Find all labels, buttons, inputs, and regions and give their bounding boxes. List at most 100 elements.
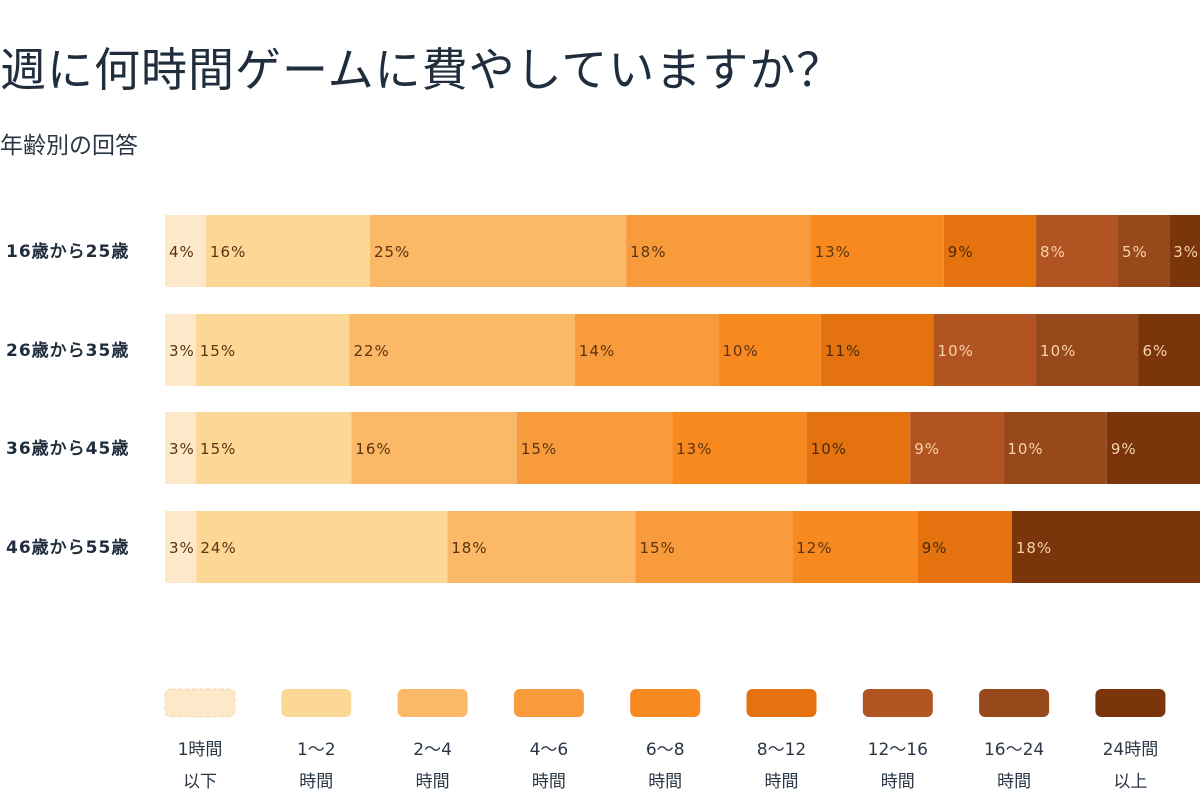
bar-segment — [165, 511, 197, 583]
data-label: 12% — [796, 539, 832, 557]
data-label: 9% — [922, 539, 948, 557]
bar-segment — [1011, 511, 1200, 583]
legend-swatch — [746, 689, 817, 717]
bar-segment — [806, 412, 911, 484]
legend-label: 時間 — [997, 772, 1031, 792]
bar-segment — [1036, 314, 1139, 386]
bar-segment — [1036, 215, 1119, 287]
data-label: 9% — [1111, 440, 1137, 458]
bar-segment — [1106, 412, 1200, 484]
legend-label: 2〜4 — [413, 740, 452, 760]
legend-label: 以上 — [1113, 772, 1147, 792]
legend-swatch — [513, 689, 584, 717]
data-label: 22% — [353, 342, 389, 360]
legend-label: 24時間 — [1103, 740, 1159, 760]
data-label: 15% — [200, 440, 236, 458]
bar-segment — [626, 215, 811, 287]
bar-segment — [1169, 215, 1200, 287]
bar-segment — [205, 215, 370, 287]
data-label: 3% — [169, 440, 195, 458]
data-label: 15% — [639, 539, 675, 557]
bar-segment — [196, 511, 448, 583]
data-label: 16% — [355, 440, 391, 458]
legend-label: 8〜12 — [757, 740, 806, 760]
bar-segment — [810, 215, 944, 287]
legend-swatch — [1095, 689, 1166, 717]
data-label: 13% — [815, 243, 851, 261]
row-label: 26歳から35歳 — [6, 340, 129, 361]
data-label: 9% — [948, 243, 974, 261]
data-label: 18% — [451, 539, 487, 557]
data-label: 6% — [1143, 342, 1169, 360]
data-label: 15% — [521, 440, 557, 458]
bar-segment — [165, 412, 197, 484]
legend-label: 時間 — [648, 772, 682, 792]
bar-segment — [917, 511, 1012, 583]
bar-segment — [351, 412, 517, 484]
data-label: 11% — [825, 342, 861, 360]
legend-label: 12〜16 — [868, 740, 928, 760]
legend-label: 以下 — [183, 772, 217, 792]
data-label: 13% — [676, 440, 712, 458]
chart-subtitle: 年齢別の回答 — [0, 133, 138, 159]
legend-swatch — [862, 689, 933, 717]
data-label: 3% — [1173, 243, 1199, 261]
bar-segment — [369, 215, 627, 287]
data-label: 5% — [1122, 243, 1148, 261]
chart-title: 週に何時間ゲームに費やしていますか？ — [0, 43, 844, 97]
bar-segment — [1118, 215, 1170, 287]
bar-segment — [792, 511, 918, 583]
legend-label: 4〜6 — [530, 740, 569, 760]
data-label: 14% — [579, 342, 615, 360]
data-label: 10% — [1007, 440, 1043, 458]
bar-segment — [1138, 314, 1200, 386]
row-label: 36歳から45歳 — [6, 438, 129, 459]
data-label: 15% — [200, 342, 236, 360]
data-label: 3% — [169, 539, 195, 557]
bar-segment — [516, 412, 673, 484]
legend-swatch — [281, 689, 352, 717]
bar-segment — [195, 314, 350, 386]
data-label: 24% — [200, 539, 236, 557]
data-label: 25% — [374, 243, 410, 261]
data-label: 3% — [169, 342, 195, 360]
bar-segment — [933, 314, 1037, 386]
legend-label: 時間 — [765, 772, 799, 792]
bar-segment — [196, 412, 352, 484]
data-label: 10% — [811, 440, 847, 458]
data-label: 10% — [722, 342, 758, 360]
legend-label: 6〜8 — [646, 740, 685, 760]
bar-segment — [574, 314, 719, 386]
data-label: 18% — [630, 243, 666, 261]
row-label: 16歳から25歳 — [6, 241, 129, 262]
data-label: 18% — [1016, 539, 1052, 557]
legend-label: 時間 — [532, 772, 566, 792]
data-label: 4% — [169, 243, 195, 261]
legend-swatch — [630, 689, 701, 717]
legend-swatch — [979, 689, 1050, 717]
bar-segment — [349, 314, 575, 386]
legend-swatch — [397, 689, 468, 717]
bar-segment — [165, 215, 206, 287]
legend-swatch — [164, 688, 236, 718]
bar-segment — [718, 314, 821, 386]
bar-segment — [910, 412, 1004, 484]
data-label: 10% — [1040, 342, 1076, 360]
bar-segment — [1003, 412, 1107, 484]
legend-label: 1〜2 — [297, 740, 336, 760]
row-label: 46歳から55歳 — [6, 537, 129, 558]
legend-label: 時間 — [299, 772, 333, 792]
legend-label: 時間 — [416, 772, 450, 792]
data-label: 9% — [914, 440, 940, 458]
data-label: 16% — [210, 243, 246, 261]
legend-label: 時間 — [881, 772, 915, 792]
data-label: 8% — [1040, 243, 1066, 261]
legend-label: 1時間 — [178, 740, 223, 760]
bar-segment — [943, 215, 1037, 287]
legend-label: 16〜24 — [984, 740, 1044, 760]
bar-segment — [635, 511, 793, 583]
bar-segment — [447, 511, 636, 583]
bar-segment — [820, 314, 934, 386]
bar-segment — [165, 314, 196, 386]
